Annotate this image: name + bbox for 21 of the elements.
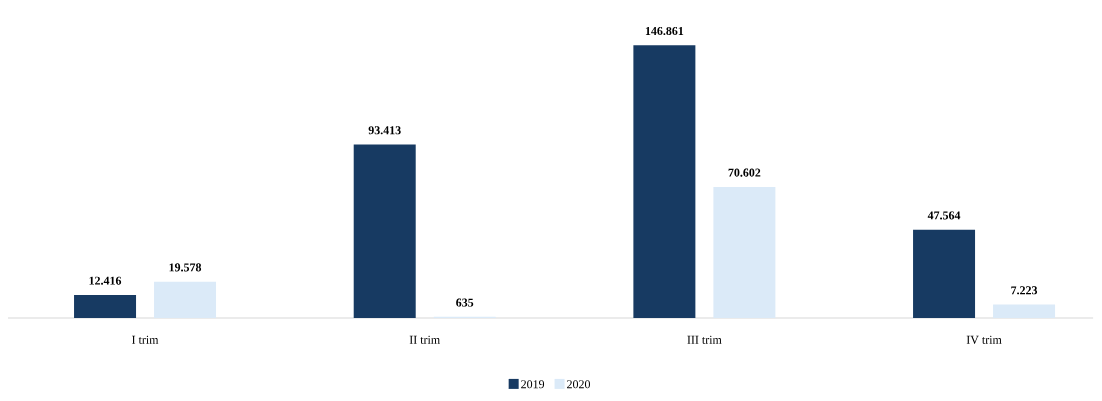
x-tick-label: I trim xyxy=(132,335,159,344)
bar xyxy=(993,304,1056,318)
x-tick-label: II trim xyxy=(409,335,440,344)
bar xyxy=(74,294,137,318)
bar xyxy=(713,186,776,318)
x-tick-label: III trim xyxy=(687,335,722,344)
bar xyxy=(633,45,696,318)
data-label: 12.416 xyxy=(89,276,122,285)
x-tick-label: IV trim xyxy=(966,335,1002,344)
data-label: 93.413 xyxy=(368,126,401,135)
data-label: 19.578 xyxy=(169,263,202,272)
data-label: 635 xyxy=(456,298,474,307)
data-label: 7.223 xyxy=(1011,286,1038,295)
data-label: 47.564 xyxy=(927,211,961,220)
bar xyxy=(913,229,976,318)
data-label: 146.861 xyxy=(645,26,684,36)
legend-label: 2019 xyxy=(521,380,545,389)
legend-label: 2020 xyxy=(567,380,590,389)
bar xyxy=(154,281,217,318)
bar xyxy=(353,144,416,318)
data-label: 70.602 xyxy=(728,168,761,177)
